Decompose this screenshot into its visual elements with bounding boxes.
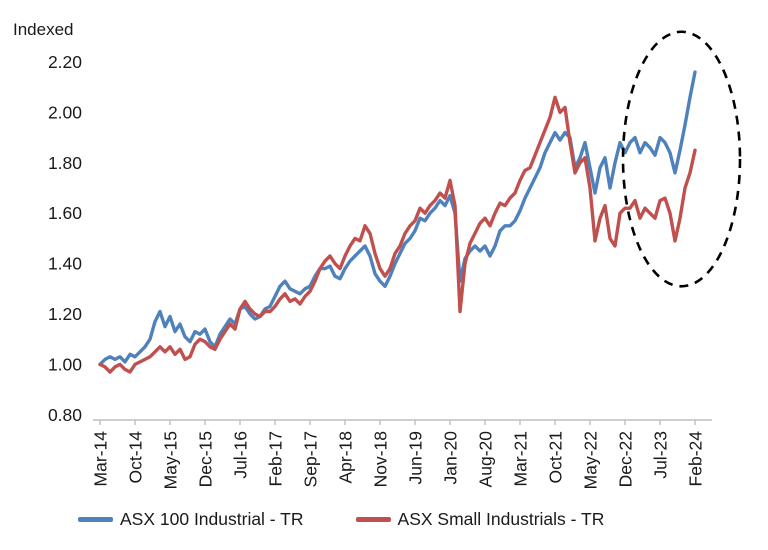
legend-swatch-asx-100	[78, 517, 113, 522]
y-tick-label: 1.00	[48, 354, 82, 374]
x-tick-label: Jul-16	[231, 431, 251, 479]
y-tick-label: 0.80	[48, 405, 82, 425]
legend-label-asx-100: ASX 100 Industrial - TR	[120, 509, 304, 529]
x-tick-label: Dec-15	[196, 431, 216, 487]
y-tick-label: 1.80	[48, 153, 82, 173]
x-tick-label: Aug-20	[476, 431, 496, 488]
annotation-ellipse	[621, 30, 742, 288]
y-tick-label: 1.40	[48, 254, 82, 274]
x-tick-label: Jan-20	[441, 431, 461, 485]
x-tick-label: Mar-14	[91, 431, 111, 487]
x-tick-label: Dec-22	[616, 431, 636, 487]
y-axis-title: Indexed	[13, 20, 74, 39]
x-tick-label: May-15	[161, 431, 181, 489]
x-tick-label: Nov-18	[371, 431, 391, 487]
x-tick-label: Jul-23	[651, 431, 671, 479]
series-line-asx-small-industrials	[98, 95, 697, 374]
x-tick-label: Feb-24	[686, 431, 706, 487]
y-tick-label: 1.20	[48, 304, 82, 324]
x-tick-label: May-22	[581, 431, 601, 489]
legend-item-asx-small: ASX Small Industrials - TR	[355, 509, 605, 530]
x-tick-label: Jun-19	[406, 431, 426, 485]
legend-swatch-asx-small	[355, 517, 391, 522]
x-tick-label: Oct-14	[126, 431, 146, 484]
x-tick-label: Mar-21	[511, 431, 531, 486]
x-tick-label: Oct-21	[546, 431, 566, 484]
series-line-asx-100-industrial	[98, 70, 697, 367]
y-tick-label: 1.60	[48, 203, 82, 223]
y-tick-label: 2.00	[48, 102, 82, 122]
legend-item-asx-100: ASX 100 Industrial - TR	[78, 509, 304, 530]
y-tick-label: 2.20	[48, 52, 82, 72]
x-tick-label: Feb-17	[266, 431, 286, 486]
chart-legend: ASX 100 Industrial - TR ASX Small Indust…	[78, 509, 604, 530]
x-tick-label: Sep-17	[301, 431, 321, 487]
x-tick-label: Apr-18	[336, 431, 356, 484]
legend-label-asx-small: ASX Small Industrials - TR	[397, 509, 605, 529]
